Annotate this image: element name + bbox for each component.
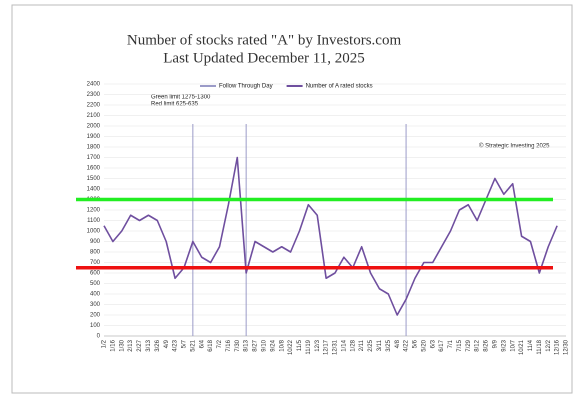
x-tick-label: 3/25 [386,339,392,351]
y-tick-label: 1800 [87,145,101,151]
y-tick-label: 200 [90,313,101,319]
annotation: Red limit 625-635 [151,102,199,108]
x-tick-label: 1/30 [119,339,125,351]
x-tick-label: 10/21 [519,339,525,355]
x-tick-label: 12/31 [333,339,339,355]
x-tick-label: 7/2 [217,339,223,348]
chart-subtitle: Last Updated December 11, 2025 [163,50,364,66]
x-tick-label: 7/30 [235,339,241,351]
x-tick-label: 9/24 [270,339,276,351]
x-tick-label: 8/27 [253,339,259,351]
x-tick-label: 4/8 [395,339,401,348]
y-tick-label: 1900 [87,134,101,140]
x-tick-label: 7/1 [448,339,454,348]
y-tick-label: 1200 [87,208,101,214]
x-tick-label: 3/26 [155,339,161,351]
x-tick-label: 2/25 [368,339,374,351]
x-tick-label: 12/16 [555,339,561,355]
x-tick-label: 10/7 [510,339,516,351]
x-tick-label: 8/13 [244,339,250,351]
y-tick-label: 2300 [87,92,101,98]
y-tick-label: 1100 [87,218,101,224]
x-tick-label: 4/22 [404,339,410,351]
x-tick-label: 2/13 [128,339,134,351]
x-tick-label: 10/8 [279,339,285,351]
x-tick-label: 12/30 [564,339,570,355]
x-tick-label: 1/28 [350,339,356,351]
y-tick-label: 400 [90,292,101,298]
y-tick-label: 800 [90,250,101,256]
x-tick-label: 4/9 [164,339,170,348]
y-tick-label: 1500 [87,176,101,182]
x-tick-label: 2/27 [137,339,143,351]
chart-title: Number of stocks rated "A" by Investors.… [127,32,402,48]
x-tick-label: 2/11 [359,339,365,351]
x-tick-label: 4/23 [173,339,179,351]
x-tick-label: 6/18 [208,339,214,351]
annotation: Green limit 1275-1300 [151,95,211,101]
y-tick-label: 1400 [87,187,101,193]
x-tick-label: 11/5 [297,339,303,351]
x-tick-label: 1/14 [341,339,347,351]
y-tick-label: 2400 [87,82,101,88]
x-tick-label: 11/4 [528,339,534,351]
x-tick-label: 11/19 [306,339,312,354]
x-tick-label: 8/12 [475,339,481,351]
y-tick-label: 700 [90,260,101,266]
y-tick-label: 1700 [87,155,101,161]
x-tick-label: 10/22 [288,339,294,355]
x-tick-label: 3/13 [146,339,152,351]
x-tick-label: 5/6 [413,339,419,348]
x-tick-label: 6/4 [199,339,205,348]
y-tick-label: 1000 [87,229,101,235]
y-tick-label: 2000 [87,124,101,130]
x-tick-label: 11/18 [537,339,543,354]
x-tick-label: 6/3 [430,339,436,348]
data-line [103,156,558,316]
y-tick-label: 900 [90,239,101,245]
legend-label: Follow Through Day [219,84,273,90]
x-tick-label: 9/23 [501,339,507,351]
y-tick-label: 1600 [87,166,101,172]
x-tick-label: 12/2 [546,339,552,351]
x-tick-label: 1/16 [110,339,116,351]
y-tick-label: 100 [90,323,101,329]
x-tick-label: 12/17 [324,339,330,355]
y-tick-label: 600 [90,271,101,277]
x-tick-label: 12/3 [315,339,321,351]
x-tick-label: 5/21 [190,339,196,351]
y-tick-label: 2200 [87,103,101,109]
x-tick-label: 7/16 [226,339,232,351]
x-tick-label: 9/10 [262,339,268,351]
x-tick-label: 5/7 [182,339,188,348]
x-tick-label: 6/17 [439,339,445,351]
y-tick-label: 2100 [87,113,101,119]
y-tick-label: 500 [90,281,101,287]
x-tick-label: 3/11 [377,339,383,351]
legend-label: Number of A rated stocks [306,84,373,90]
x-tick-label: 8/26 [484,339,490,351]
x-tick-label: 9/9 [493,339,499,348]
y-tick-label: 0 [97,334,101,340]
x-tick-label: 1/2 [102,339,108,348]
x-tick-label: 5/20 [421,339,427,351]
x-tick-label: 7/15 [457,339,463,351]
annotation: © Strategic Investing 2025 [479,143,550,150]
y-tick-label: 300 [90,302,101,308]
x-tick-label: 7/29 [466,339,472,351]
